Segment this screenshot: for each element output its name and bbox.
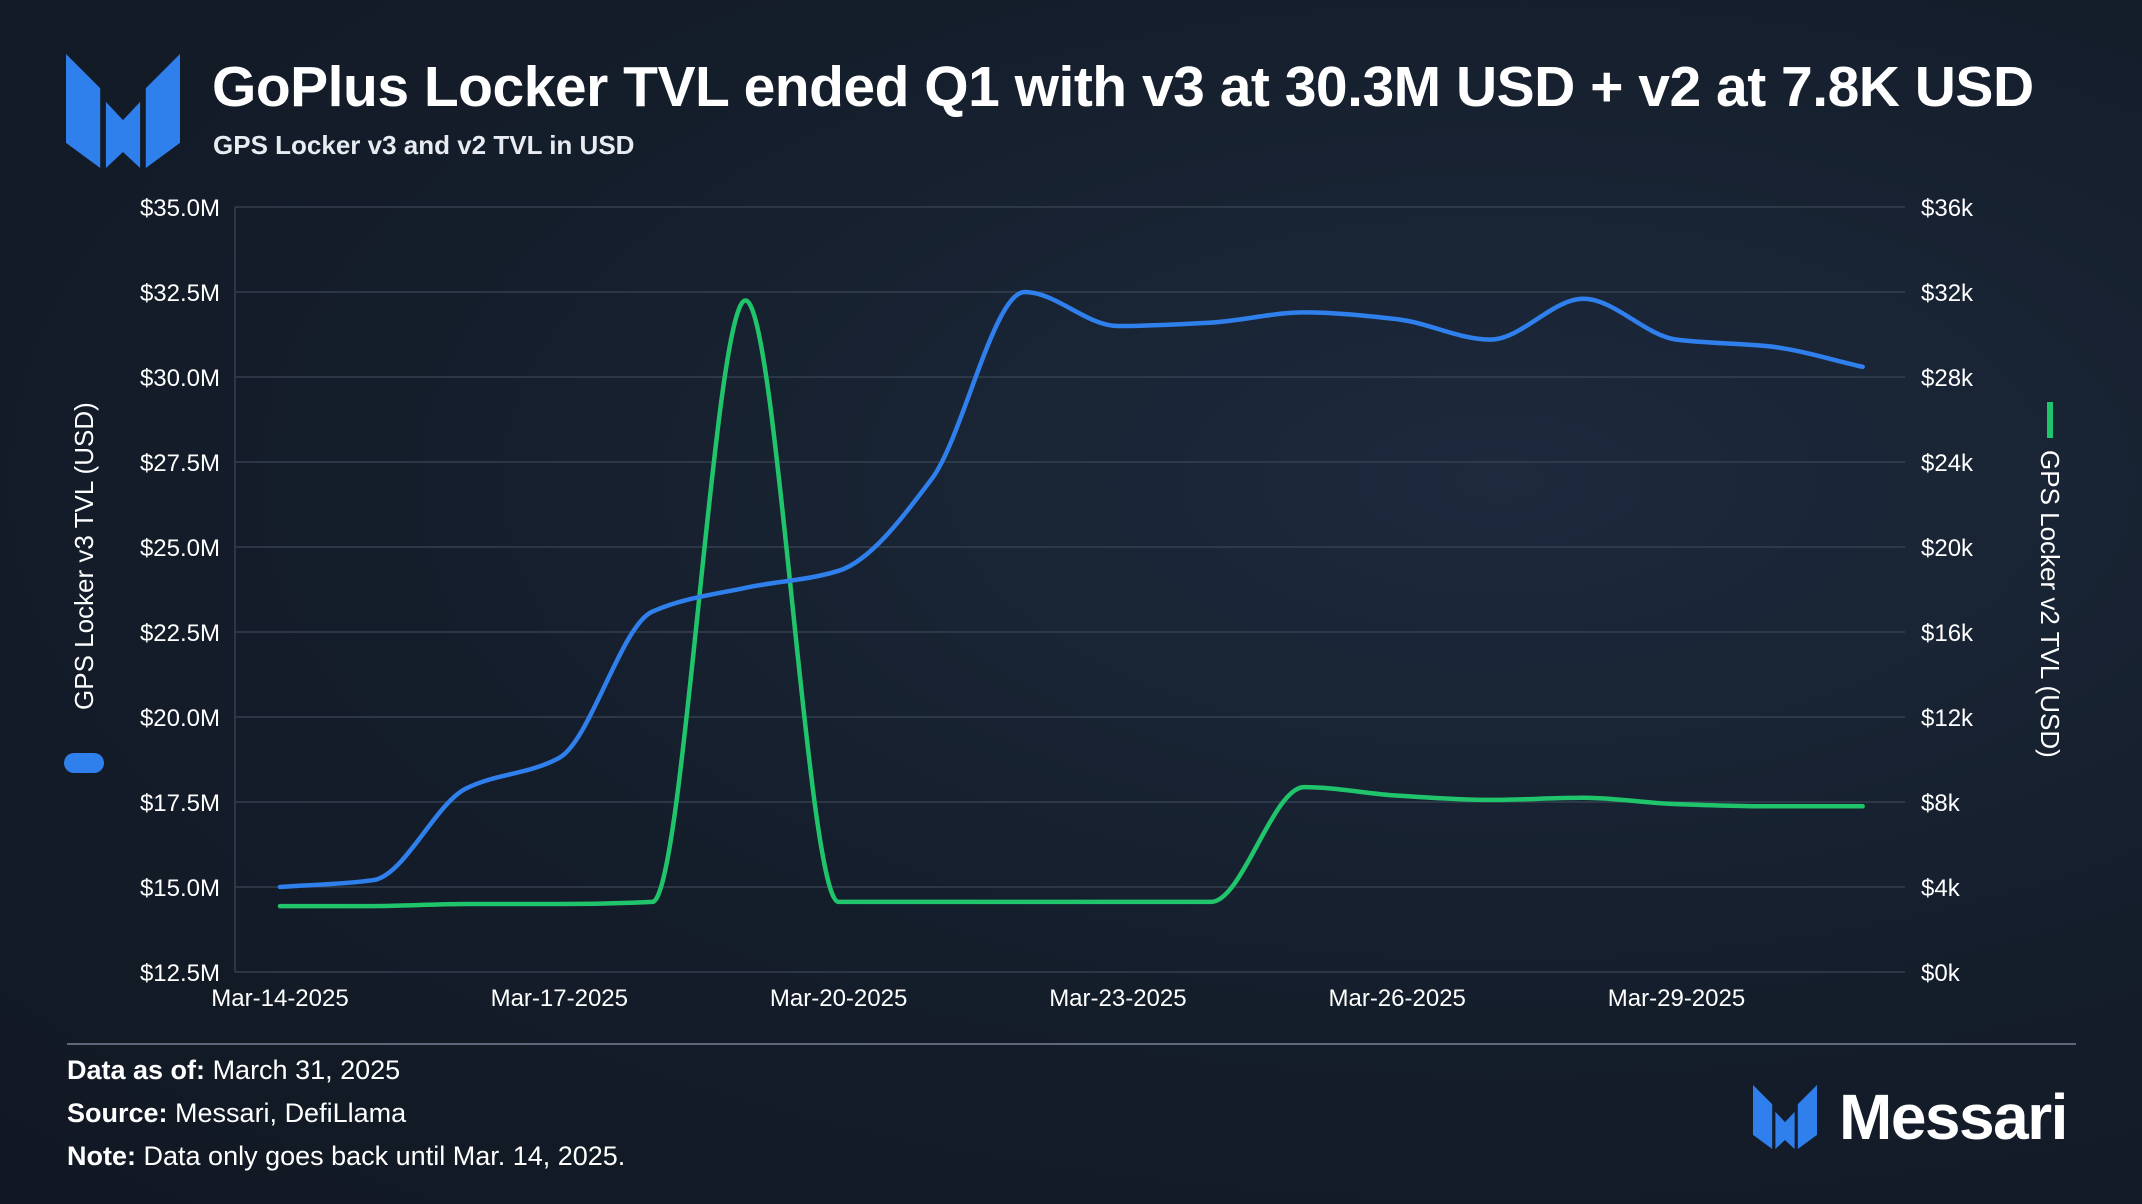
left-tick-label: $30.0M [140,365,220,392]
right-tick-label: $4k [1921,875,1961,902]
v2-series-line [277,298,1865,909]
brand-wordmark: Messari [1753,1081,2068,1153]
v3-series-line [277,289,1865,890]
right-tick-label: $20k [1921,535,1974,562]
data-as-of: Data as of: March 31, 2025 [67,1055,400,1086]
right-tick-label: $36k [1921,195,1974,222]
left-axis-label: GPS Locker v3 TVL (USD) [69,402,99,710]
right-axis-ticks: $0k $4k $8k $12k $16k $20k $24k $28k $32k $36k [1921,195,1974,987]
right-tick-label: $32k [1921,280,1974,307]
x-tick-label: Mar-23-2025 [1049,985,1186,1012]
left-axis-ticks: $12.5M $15.0M $17.5M $20.0M $22.5M $25.0M $27.… [140,195,220,987]
right-tick-label: $12k [1921,705,1974,732]
x-axis-ticks: Mar-14-2025 Mar-17-2025 Mar-20-2025 Mar-23-… [211,985,1745,1012]
data-as-of-label: Data as of: [67,1055,206,1085]
chart-title: GoPlus Locker TVL ended Q1 with v3 at 30… [212,55,2034,119]
left-tick-label: $35.0M [140,195,220,222]
left-tick-label: $15.0M [140,875,220,902]
note: Note: Data only goes back until Mar. 14,… [67,1141,625,1172]
right-axis-label: GPS Locker v2 TVL (USD) [2035,450,2065,758]
note-label: Note: [67,1141,136,1171]
left-tick-label: $20.0M [140,705,220,732]
left-tick-label: $27.5M [140,450,220,477]
left-tick-label: $22.5M [140,620,220,647]
right-tick-label: $16k [1921,620,1974,647]
chart-subtitle: GPS Locker v3 and v2 TVL in USD [213,130,635,160]
right-tick-label: $28k [1921,365,1974,392]
note-value: Data only goes back until Mar. 14, 2025. [143,1141,626,1171]
messari-logo-icon [1753,1085,1817,1149]
gridlines [234,206,1905,973]
x-tick-label: Mar-14-2025 [211,985,348,1012]
source-value: Messari, DefiLlama [175,1098,407,1128]
left-tick-label: $12.5M [140,960,220,987]
v3-legend-swatch [64,753,104,773]
left-tick-label: $32.5M [140,280,220,307]
left-tick-label: $25.0M [140,535,220,562]
series-lines [277,289,1865,909]
v2-legend-swatch [2047,402,2053,438]
right-axis-title: GPS Locker v2 TVL (USD) [2035,402,2065,758]
x-tick-label: Mar-20-2025 [770,985,907,1012]
x-tick-label: Mar-29-2025 [1608,985,1745,1012]
messari-logo-icon [66,54,180,168]
x-tick-label: Mar-26-2025 [1328,985,1465,1012]
brand-name: Messari [1839,1081,2068,1153]
right-tick-label: $8k [1921,790,1961,817]
right-tick-label: $24k [1921,450,1974,477]
source: Source: Messari, DefiLlama [67,1098,406,1129]
source-label: Source: [67,1098,168,1128]
right-tick-label: $0k [1921,960,1961,987]
left-axis-title: GPS Locker v3 TVL (USD) [64,402,104,773]
data-as-of-value: March 31, 2025 [212,1055,401,1085]
footer-divider [67,1043,2076,1045]
tvl-line-chart: $12.5M $15.0M $17.5M $20.0M $22.5M $25.0M $27.… [64,195,2065,1012]
left-tick-label: $17.5M [140,790,220,817]
x-tick-label: Mar-17-2025 [491,985,628,1012]
